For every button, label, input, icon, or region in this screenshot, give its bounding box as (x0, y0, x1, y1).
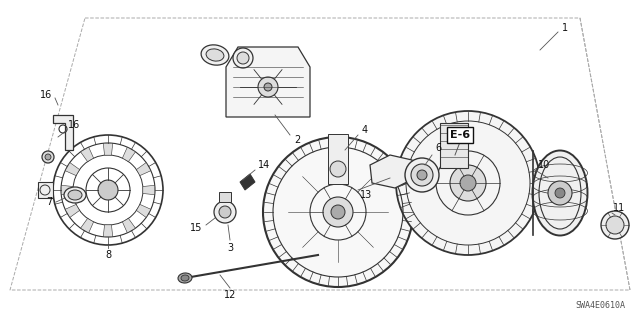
Bar (328, 134, 348, 184)
Ellipse shape (233, 48, 253, 68)
Ellipse shape (411, 164, 433, 186)
Text: 10: 10 (538, 160, 550, 170)
Circle shape (460, 175, 476, 191)
Text: 11: 11 (613, 203, 625, 213)
Polygon shape (122, 219, 136, 233)
Circle shape (601, 211, 629, 239)
Circle shape (396, 111, 540, 255)
Polygon shape (240, 174, 255, 190)
Polygon shape (38, 182, 53, 198)
Text: 2: 2 (294, 135, 300, 145)
Circle shape (548, 181, 572, 205)
Ellipse shape (417, 170, 427, 180)
Ellipse shape (64, 187, 86, 203)
Text: 1: 1 (562, 23, 568, 33)
Ellipse shape (214, 201, 236, 223)
Text: 7: 7 (45, 197, 52, 207)
Ellipse shape (178, 273, 192, 283)
Circle shape (450, 165, 486, 201)
Polygon shape (81, 219, 93, 233)
Polygon shape (143, 185, 155, 195)
Polygon shape (226, 47, 310, 117)
Circle shape (323, 197, 353, 227)
Bar (219, 192, 231, 202)
Text: 4: 4 (362, 125, 368, 135)
Text: 16: 16 (40, 90, 52, 100)
Polygon shape (61, 185, 73, 195)
Polygon shape (370, 155, 415, 188)
Circle shape (42, 151, 54, 163)
Bar (440, 123, 468, 168)
Polygon shape (136, 204, 151, 218)
Ellipse shape (219, 206, 231, 218)
Ellipse shape (206, 49, 224, 61)
Circle shape (98, 180, 118, 200)
Text: 8: 8 (105, 250, 111, 260)
Text: 13: 13 (360, 190, 372, 200)
Circle shape (263, 137, 413, 287)
Circle shape (264, 83, 272, 91)
Text: SWA4E0610A: SWA4E0610A (575, 301, 625, 310)
Polygon shape (65, 163, 79, 176)
Text: 12: 12 (224, 290, 236, 300)
Ellipse shape (237, 52, 249, 64)
Ellipse shape (181, 275, 189, 281)
Circle shape (606, 216, 624, 234)
Circle shape (331, 205, 345, 219)
Polygon shape (53, 115, 73, 150)
Text: 16: 16 (68, 120, 80, 130)
Polygon shape (81, 147, 93, 162)
Polygon shape (103, 143, 113, 155)
Circle shape (330, 161, 346, 177)
Text: 15: 15 (189, 223, 202, 233)
Polygon shape (122, 147, 136, 162)
Ellipse shape (405, 158, 439, 192)
Ellipse shape (68, 190, 82, 200)
Text: 3: 3 (227, 243, 233, 253)
Polygon shape (103, 225, 113, 237)
Text: 14: 14 (258, 160, 270, 170)
Text: 6: 6 (435, 143, 441, 153)
Ellipse shape (201, 45, 229, 65)
Circle shape (45, 154, 51, 160)
Text: E-6: E-6 (450, 130, 470, 140)
Polygon shape (136, 163, 151, 176)
Ellipse shape (532, 150, 588, 236)
Polygon shape (65, 204, 79, 218)
Circle shape (258, 77, 278, 97)
Circle shape (555, 188, 565, 198)
